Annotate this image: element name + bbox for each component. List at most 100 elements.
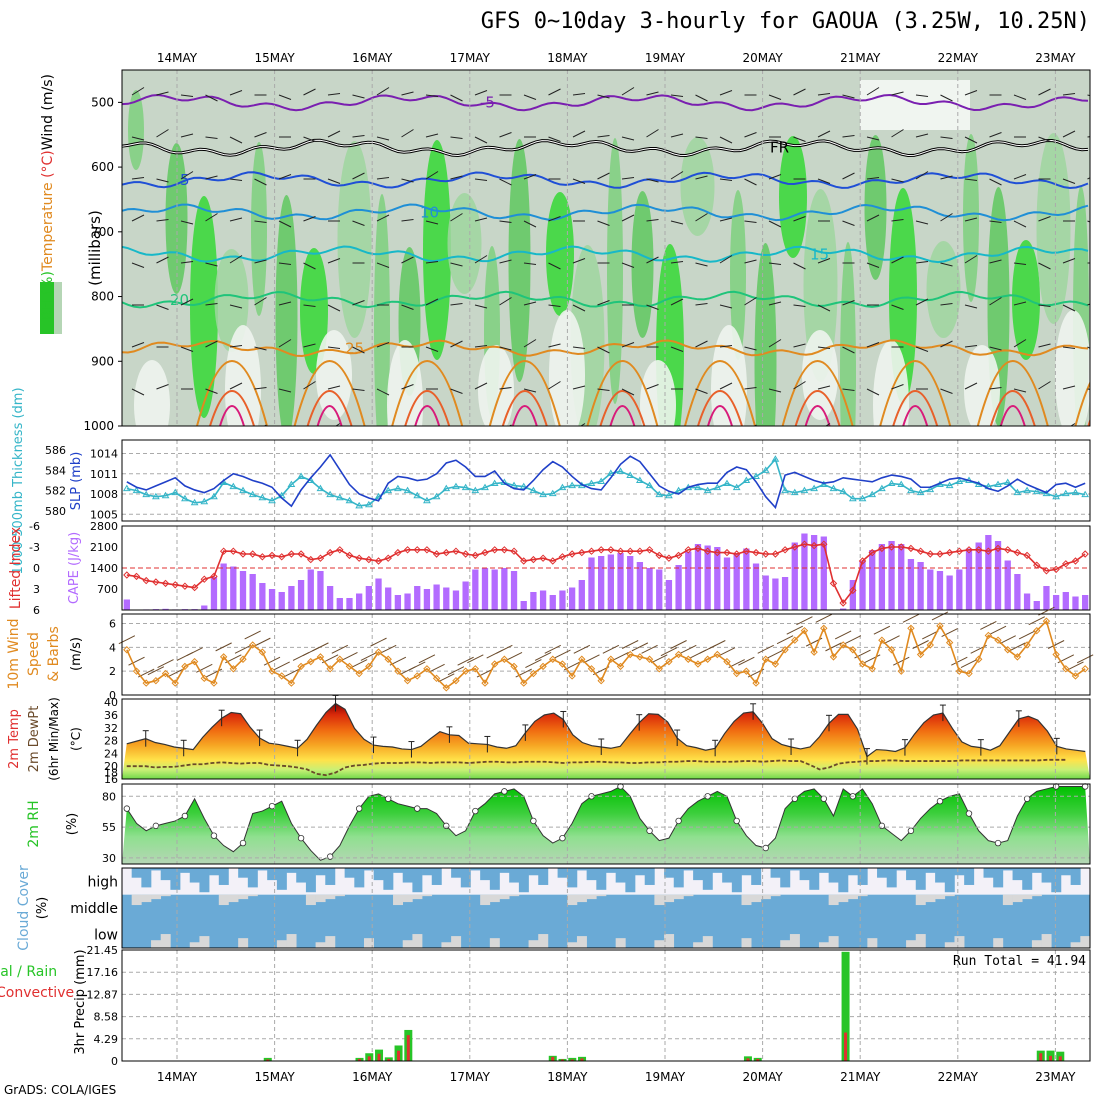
wind-barb (646, 91, 659, 96)
cloud-mid-clear (151, 894, 162, 900)
lifted-index-line-marker (607, 546, 615, 554)
top-date-labels: 14MAY 15MAY 16MAY 17MAY 18MAY 19MAY 20MAY 21MAY… (157, 51, 1076, 65)
cloud-mid-clear (325, 894, 336, 900)
cloud-high-cell (673, 868, 684, 888)
dry-patch (478, 345, 514, 426)
wind-speed-line-marker (1052, 650, 1060, 659)
cloud-low-clear (199, 936, 210, 948)
dry-patch (549, 310, 585, 426)
temp-tick-label: 28 (104, 735, 118, 748)
wind-speed-line-marker (781, 646, 789, 654)
precip-tick-label: 21.45 (87, 944, 119, 957)
isotherm-label: 5 (180, 171, 190, 189)
wind-speed-line-marker (1081, 665, 1089, 673)
cloud-mid-clear (848, 894, 858, 900)
wind-barb (621, 262, 635, 268)
wind-speed-line-marker (278, 672, 286, 680)
wind-barb (515, 668, 532, 678)
dry-patch (964, 345, 1000, 426)
wind-barb (167, 668, 184, 678)
lifted-index-line-marker (713, 548, 722, 557)
wind-barb (118, 635, 136, 645)
wind-barb (989, 625, 1007, 635)
rh-marker (414, 805, 421, 812)
wind-speed-line-marker (907, 624, 915, 633)
thickness-line-marker (665, 491, 673, 499)
thickness-line-marker (171, 488, 180, 496)
wind-speed-line-marker (529, 669, 538, 678)
wind-barb (670, 346, 684, 352)
lifted-index-line-marker (248, 550, 257, 558)
cloud-high-cell (954, 868, 965, 876)
cloud-mid-clear (838, 894, 849, 903)
wind-speed-line-marker (413, 672, 421, 680)
lifted-index-line-marker (626, 547, 634, 555)
lifted-index-line-marker (384, 554, 392, 562)
wind-speed-line-marker (965, 669, 973, 678)
wind-barb (960, 659, 978, 669)
bottom-date-label: 21MAY (840, 1070, 881, 1084)
wind-barb (572, 304, 586, 312)
wind-speed-line-marker (849, 646, 857, 654)
wind-barb (327, 258, 341, 264)
wind-barb (499, 297, 512, 306)
wind-barb (147, 666, 165, 676)
wind-speed-line-marker (616, 662, 625, 671)
wind-barb (352, 220, 365, 226)
wind-barb (335, 423, 341, 426)
dry-patch (860, 80, 970, 130)
wind-barb (523, 388, 537, 393)
wind-barb (273, 661, 290, 671)
wind-speed-line-marker (897, 667, 905, 675)
wind-speed-line-marker (674, 650, 683, 659)
wind-speed-line-marker (452, 676, 460, 685)
rh-axis-label: 2m RH (26, 800, 42, 847)
wind-barb (768, 262, 782, 265)
wind-tick-label: 4 (109, 641, 116, 654)
cloud-high-cell (780, 868, 791, 888)
wind-barb (793, 262, 806, 270)
bottom-date-label: 20MAY (742, 1070, 783, 1084)
cape-bar (452, 590, 460, 610)
thickness-line-marker (1042, 489, 1051, 497)
wind-barb (426, 427, 438, 432)
lifted-index-line-marker (190, 583, 199, 592)
cloud-mid-clear (760, 894, 771, 900)
wind-barb (401, 178, 414, 183)
wind-barb (695, 175, 708, 180)
wind-barb (376, 177, 390, 180)
wind-barb (646, 384, 659, 390)
wind-barb (817, 385, 831, 390)
cloud-high-cell (189, 868, 200, 883)
wind-barb (891, 256, 904, 264)
wind-barb (573, 644, 591, 654)
cape-bar (840, 608, 847, 610)
wind-barb (331, 644, 349, 654)
temp-tick-label: 24 (104, 747, 118, 760)
wind-barb (670, 171, 684, 180)
bottom-date-label: 23MAY (1035, 1070, 1076, 1084)
cloud-mid-clear (228, 894, 239, 903)
thickness-line-marker (151, 492, 160, 500)
lifted-index-line-marker (1062, 560, 1070, 568)
cape-bar (1043, 586, 1050, 610)
wind-barb (428, 663, 445, 673)
wind-speed-line-marker (1071, 672, 1080, 680)
wind-barb (254, 132, 267, 138)
cape-bar (404, 593, 411, 610)
cloud-high-cell (141, 868, 152, 888)
wind-barb (450, 262, 463, 267)
isotherm-label: -5 (480, 93, 495, 111)
lifted-index-line-marker (461, 550, 470, 558)
wind-speed-line-marker (955, 667, 964, 675)
wind-speed-line-marker (190, 657, 199, 666)
cape-bar (946, 575, 953, 610)
wind-barb (744, 178, 757, 186)
lifted-index-line-marker (965, 546, 973, 554)
cloud-high-cell (770, 868, 781, 878)
thickness-line-marker (403, 486, 412, 494)
cape-bar (162, 608, 169, 610)
run-total: Run Total = 41.94 (953, 954, 1086, 969)
wind-barb (229, 255, 243, 264)
